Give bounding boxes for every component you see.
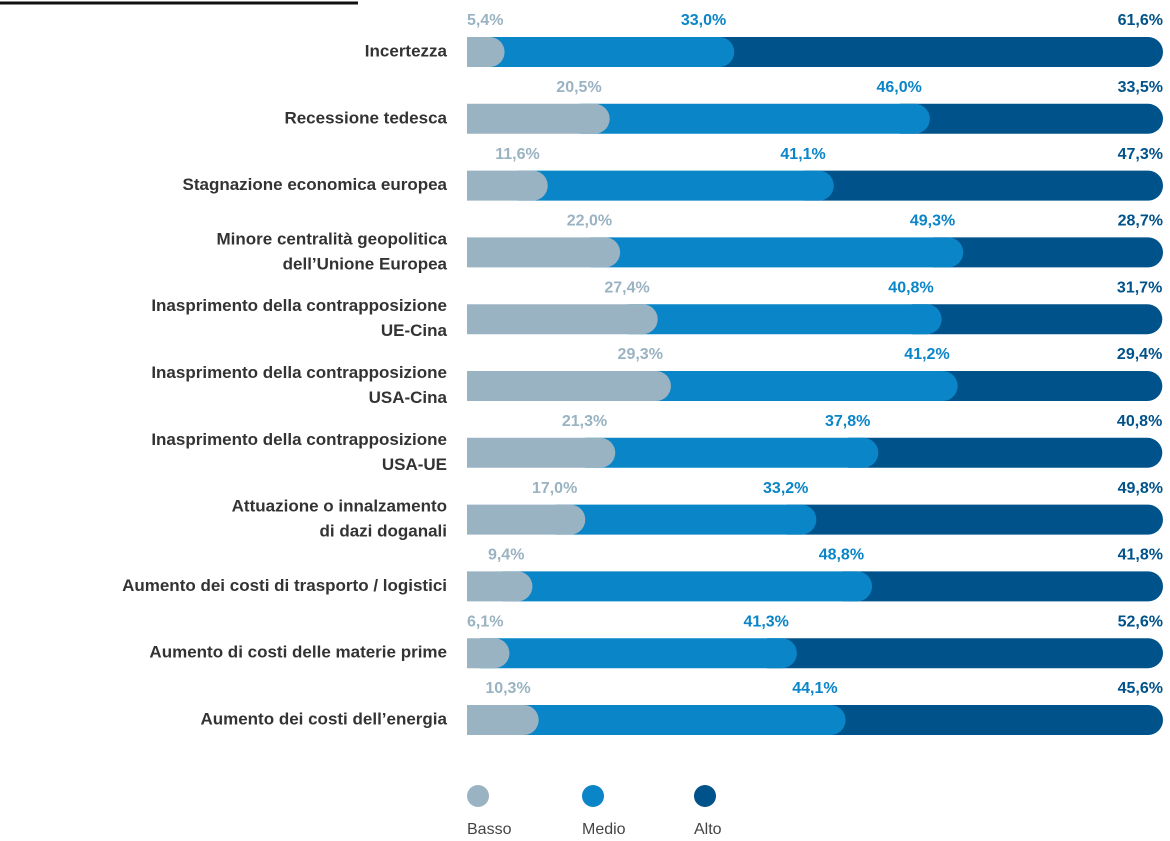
bar-segment — [786, 504, 1163, 535]
value-label: 33,5% — [1118, 79, 1163, 96]
bar-segment — [474, 37, 735, 67]
bar-segment — [467, 638, 510, 669]
bar-segment — [640, 371, 958, 401]
value-label: 40,8% — [1117, 413, 1162, 430]
category-label: Recessione tedesca — [284, 108, 447, 127]
value-label: 9,4% — [488, 547, 524, 564]
legend-swatch — [694, 785, 716, 807]
value-label: 6,1% — [467, 613, 503, 630]
value-label: 21,3% — [562, 413, 607, 430]
bar-segment — [579, 103, 930, 134]
category-label: Aumento dei costi dell’energia — [200, 709, 447, 728]
category-label: Inasprimento della contrapposizione USA-C… — [151, 363, 447, 407]
bar-segment — [467, 170, 548, 201]
legend-label: Alto — [694, 821, 722, 838]
category-label: Aumento di costi delle materie prime — [149, 643, 447, 662]
value-label: 27,4% — [604, 279, 649, 296]
value-label: 40,8% — [888, 279, 933, 296]
bar-segment — [704, 37, 1163, 67]
bar-segment — [467, 437, 616, 468]
value-label: 41,8% — [1118, 547, 1163, 564]
bar-segment — [555, 504, 817, 535]
bar-segment — [467, 37, 505, 67]
value-label: 41,2% — [904, 346, 949, 363]
bar-segment — [803, 170, 1164, 201]
legend-label: Medio — [582, 821, 626, 838]
bar-segment — [517, 170, 834, 201]
bar-segment — [479, 638, 797, 669]
value-label: 17,0% — [532, 480, 577, 497]
value-label: 11,6% — [495, 146, 539, 163]
value-label: 41,3% — [744, 613, 789, 630]
value-label: 49,3% — [910, 213, 955, 230]
bar-segment — [627, 304, 942, 335]
legend-swatch — [582, 785, 604, 807]
category-label: Incertezza — [365, 41, 448, 60]
bar-segment — [911, 304, 1163, 335]
value-label: 20,5% — [556, 79, 601, 96]
value-label: 47,3% — [1118, 146, 1163, 163]
value-label: 52,6% — [1118, 613, 1163, 630]
bar-segment — [467, 571, 533, 602]
value-label: 44,1% — [792, 680, 837, 697]
bar-segment — [927, 371, 1163, 401]
category-label: Aumento dei costi di trasporto / logisti… — [122, 576, 447, 595]
bar-segment — [467, 504, 586, 535]
value-label: 41,1% — [780, 146, 825, 163]
value-label: 33,2% — [763, 480, 808, 497]
bar-segment — [467, 371, 671, 401]
bar-segment — [842, 571, 1164, 602]
value-label: 45,6% — [1118, 680, 1163, 697]
value-label: 10,3% — [485, 680, 530, 697]
value-label: 31,7% — [1117, 279, 1162, 296]
category-label: Inasprimento della contrapposizione USA-U… — [151, 430, 447, 474]
bar-segment — [467, 103, 610, 134]
value-label: 48,8% — [819, 547, 864, 564]
bar-segment — [933, 237, 1164, 268]
value-label: 61,6% — [1118, 12, 1163, 29]
bar-segment — [590, 237, 964, 268]
category-label: Inasprimento della contrapposizione UE-Ci… — [151, 297, 447, 341]
value-label: 49,8% — [1118, 480, 1163, 497]
bar-segment — [899, 103, 1164, 134]
category-label: Minore centralità geopolitica dell’Unione… — [217, 230, 448, 274]
legend-swatch — [467, 785, 489, 807]
bar-segment — [766, 638, 1164, 669]
value-label: 22,0% — [567, 213, 612, 230]
bar-segment — [508, 705, 846, 735]
value-label: 33,0% — [681, 12, 726, 29]
category-label: Attuazione o innalzamento di dazi doganal… — [232, 497, 447, 541]
value-label: 46,0% — [876, 79, 921, 96]
bar-segment — [467, 705, 539, 735]
bar-segment — [848, 437, 1163, 468]
bar-segment — [585, 437, 879, 468]
value-label: 29,3% — [618, 346, 663, 363]
value-label: 28,7% — [1118, 213, 1163, 230]
value-label: 37,8% — [825, 413, 870, 430]
bar-segment — [467, 304, 658, 335]
category-label: Stagnazione economica europea — [182, 175, 447, 194]
legend-label: Basso — [467, 821, 512, 838]
bar-segment — [467, 237, 621, 268]
value-label: 5,4% — [467, 12, 503, 29]
value-label: 29,4% — [1117, 346, 1162, 363]
bar-segment — [815, 705, 1163, 735]
bar-segment — [502, 571, 873, 602]
